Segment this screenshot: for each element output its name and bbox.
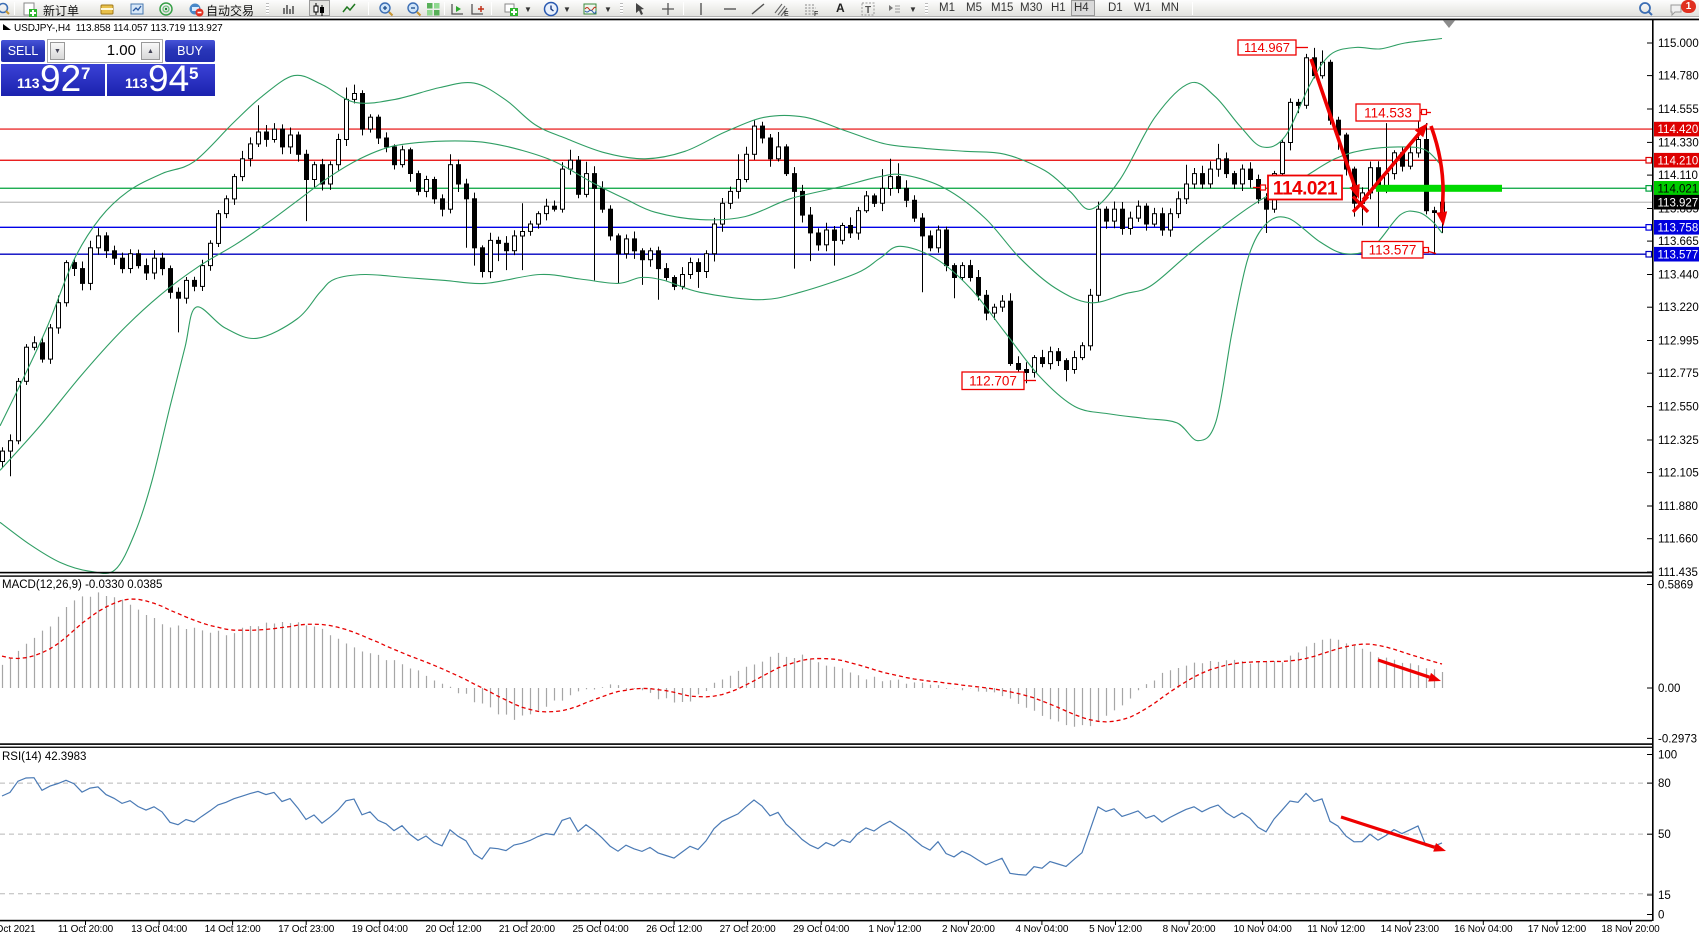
svg-text:0.5869: 0.5869	[1658, 580, 1693, 592]
svg-text:114.780: 114.780	[1658, 71, 1699, 83]
svg-text:113.665: 113.665	[1658, 236, 1699, 248]
svg-text:21 Oct 20:00: 21 Oct 20:00	[499, 924, 556, 935]
svg-text:4 Nov 04:00: 4 Nov 04:00	[1015, 924, 1068, 935]
svg-text:26 Oct 12:00: 26 Oct 12:00	[646, 924, 703, 935]
svg-text:16 Nov 04:00: 16 Nov 04:00	[1454, 924, 1513, 935]
svg-text:114.330: 114.330	[1658, 138, 1699, 150]
svg-text:100: 100	[1658, 750, 1677, 762]
svg-text:113.220: 113.220	[1658, 302, 1699, 314]
svg-text:113.440: 113.440	[1658, 270, 1699, 282]
svg-text:115.000: 115.000	[1658, 38, 1699, 50]
svg-text:5 Nov 12:00: 5 Nov 12:00	[1089, 924, 1142, 935]
svg-text:17 Oct 23:00: 17 Oct 23:00	[278, 924, 335, 935]
svg-text:11 Nov 12:00: 11 Nov 12:00	[1307, 924, 1365, 935]
svg-text:-0.2973: -0.2973	[1658, 733, 1697, 745]
svg-text:114.533: 114.533	[1364, 105, 1412, 120]
svg-text:E: E	[784, 11, 789, 18]
svg-text:11 Oct 20:00: 11 Oct 20:00	[58, 924, 114, 935]
svg-text:MACD(12,26,9) -0.0330 0.0385: MACD(12,26,9) -0.0330 0.0385	[2, 579, 162, 591]
svg-text:14 Nov 23:00: 14 Nov 23:00	[1381, 924, 1440, 935]
svg-text:114.555: 114.555	[1658, 104, 1699, 116]
svg-text:113.577: 113.577	[1658, 249, 1699, 261]
svg-text:25 Oct 04:00: 25 Oct 04:00	[572, 924, 629, 935]
svg-text:50: 50	[1658, 829, 1671, 841]
svg-text:80: 80	[1658, 778, 1671, 790]
svg-text:18 Nov 20:00: 18 Nov 20:00	[1601, 924, 1660, 935]
svg-text:113.927: 113.927	[1658, 197, 1699, 209]
svg-text:111.880: 111.880	[1658, 501, 1698, 513]
svg-text:113.758: 113.758	[1658, 222, 1699, 234]
svg-text:112.775: 112.775	[1658, 368, 1699, 380]
svg-text:2 Nov 20:00: 2 Nov 20:00	[942, 924, 995, 935]
svg-text:114.967: 114.967	[1244, 40, 1290, 55]
svg-text:27 Oct 20:00: 27 Oct 20:00	[720, 924, 777, 935]
svg-text:15: 15	[1658, 890, 1671, 902]
svg-text:111.435: 111.435	[1658, 567, 1698, 579]
svg-text:112.325: 112.325	[1658, 435, 1699, 447]
svg-text:20 Oct 12:00: 20 Oct 12:00	[425, 924, 482, 935]
svg-text:0: 0	[1658, 910, 1664, 922]
svg-text:14 Oct 12:00: 14 Oct 12:00	[205, 924, 262, 935]
svg-text:114.420: 114.420	[1658, 124, 1699, 136]
svg-text:114.110: 114.110	[1658, 170, 1698, 182]
svg-text:RSI(14) 42.3983: RSI(14) 42.3983	[2, 751, 86, 763]
svg-text:8 Oct 2021: 8 Oct 2021	[0, 924, 36, 935]
svg-text:114.210: 114.210	[1658, 155, 1699, 167]
svg-text:112.707: 112.707	[969, 374, 1017, 389]
svg-text:112.995: 112.995	[1658, 336, 1699, 348]
svg-text:17 Nov 12:00: 17 Nov 12:00	[1528, 924, 1587, 935]
svg-text:19 Oct 04:00: 19 Oct 04:00	[352, 924, 409, 935]
svg-text:10 Nov 04:00: 10 Nov 04:00	[1233, 924, 1292, 935]
svg-text:112.105: 112.105	[1658, 468, 1699, 480]
svg-text:111.660: 111.660	[1658, 534, 1698, 546]
svg-text:114.021: 114.021	[1273, 178, 1338, 199]
svg-text:0.00: 0.00	[1658, 683, 1680, 695]
svg-text:13 Oct 04:00: 13 Oct 04:00	[131, 924, 188, 935]
svg-text:113.577: 113.577	[1369, 243, 1417, 258]
svg-text:1 Nov 12:00: 1 Nov 12:00	[868, 924, 921, 935]
svg-text:114.021: 114.021	[1658, 183, 1699, 195]
svg-text:112.550: 112.550	[1658, 402, 1699, 414]
svg-text:29 Oct 04:00: 29 Oct 04:00	[793, 924, 850, 935]
svg-text:T: T	[865, 5, 871, 16]
svg-text:F: F	[814, 11, 818, 18]
svg-text:8 Nov 20:00: 8 Nov 20:00	[1163, 924, 1216, 935]
